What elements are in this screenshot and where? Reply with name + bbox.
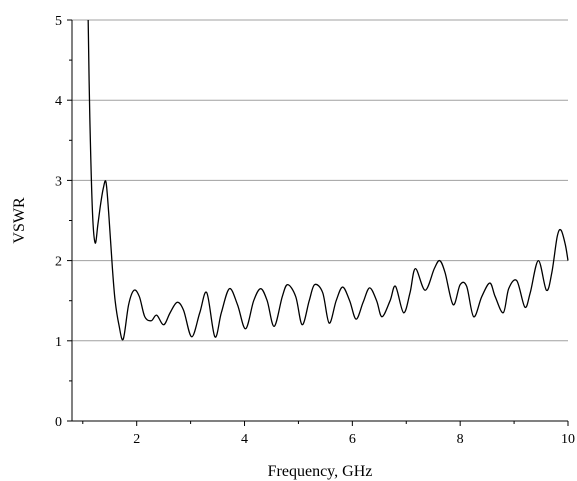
vswr-series-line	[87, 19, 569, 341]
y-tick-label-4: 4	[55, 94, 62, 109]
y-tick-label-1: 1	[55, 335, 62, 350]
x-tick-label-2: 2	[133, 432, 140, 447]
y-tick-label-0: 0	[55, 415, 62, 430]
x-tick-label-6: 6	[349, 432, 356, 447]
y-axis-title: VSWR	[11, 197, 28, 244]
axes	[67, 19, 569, 426]
x-tick-label-4: 4	[241, 432, 248, 447]
tick-labels: 0 1 2 3 4 5 2 4 6 8 10	[55, 14, 575, 447]
x-axis-title: Frequency, GHz	[268, 463, 373, 480]
y-tick-label-2: 2	[55, 255, 62, 270]
x-tick-label-8: 8	[457, 432, 464, 447]
x-tick-label-10: 10	[561, 432, 575, 447]
grid-lines	[72, 19, 568, 342]
y-tick-label-5: 5	[55, 14, 62, 29]
series-layer	[87, 19, 569, 341]
y-tick-label-3: 3	[55, 174, 62, 189]
